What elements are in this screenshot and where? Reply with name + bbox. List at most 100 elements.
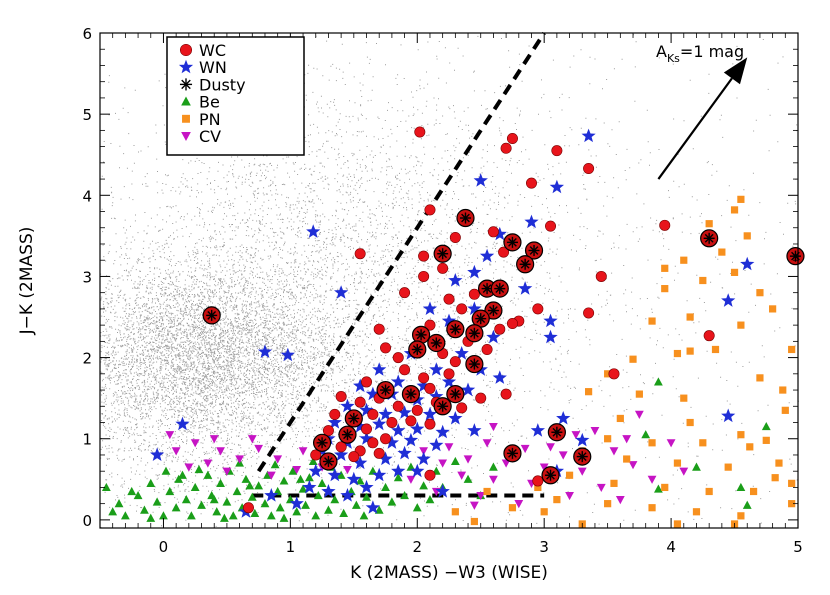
- point-dusty: [573, 447, 592, 466]
- point-wn: [410, 463, 425, 478]
- point-be: [339, 508, 349, 517]
- point-wn: [306, 224, 321, 238]
- point-wn: [353, 455, 368, 470]
- dusty-asterisk-stroke: [317, 438, 327, 448]
- point-pn: [769, 305, 777, 313]
- point-wc: [386, 417, 398, 429]
- point-be: [393, 473, 403, 482]
- point-cv: [558, 451, 568, 460]
- point-wn: [365, 500, 380, 514]
- point-be: [197, 500, 206, 509]
- dusty-asterisk-stroke: [412, 345, 422, 354]
- y-axis-ticks: 0 1 2 3 4 5 6: [82, 25, 798, 530]
- point-be: [232, 486, 242, 496]
- point-cv: [165, 431, 175, 440]
- point-be: [212, 507, 222, 516]
- point-pn: [686, 313, 694, 321]
- point-cv: [609, 447, 619, 456]
- point-dusty: [433, 397, 452, 416]
- point-wn: [460, 382, 476, 397]
- point-be: [654, 377, 663, 386]
- axes: 0 1 2 3 4 5 0 1 2 3 4 5 6 K (2MASS) −W3 (WISE) J−K …: [17, 25, 803, 583]
- point-pn: [661, 264, 669, 272]
- dusty-asterisk-stroke: [406, 389, 416, 399]
- point-be: [279, 513, 289, 522]
- point-wn: [422, 301, 438, 315]
- point-wn: [441, 374, 457, 388]
- dividing-line: [256, 31, 546, 473]
- point-pn: [737, 321, 745, 329]
- point-dusty: [503, 233, 522, 252]
- point-wn: [530, 423, 545, 437]
- dusty-asterisk-stroke: [450, 324, 460, 334]
- point-wn: [556, 411, 571, 425]
- point-dusty: [408, 340, 427, 359]
- point-dusty: [202, 306, 221, 325]
- point-pn: [534, 483, 542, 492]
- point-be: [260, 499, 270, 508]
- point-pn: [623, 455, 631, 463]
- point-cv: [590, 427, 600, 436]
- y-tick-label: 2: [82, 350, 92, 368]
- point-wn: [372, 362, 387, 376]
- reddening-vector: AKs=1 mag: [656, 42, 748, 180]
- point-pn: [553, 495, 561, 504]
- point-wn: [429, 437, 444, 452]
- point-pn: [737, 195, 745, 203]
- point-cv: [292, 465, 302, 475]
- point-dusty: [547, 423, 566, 442]
- y-tick-label: 5: [82, 106, 92, 124]
- point-wc: [322, 425, 334, 437]
- point-dusty: [541, 466, 560, 485]
- point-be: [336, 470, 346, 479]
- point-be: [736, 482, 746, 492]
- point-dusty: [490, 279, 509, 298]
- point-wc: [392, 400, 404, 412]
- point-pn: [673, 349, 682, 358]
- point-dusty: [465, 324, 484, 343]
- dusty-asterisk-stroke: [508, 237, 517, 247]
- point-be: [222, 497, 232, 506]
- point-be: [275, 503, 285, 512]
- legend-label-cv: CV: [199, 127, 221, 146]
- point-be: [761, 421, 771, 431]
- point-wc: [373, 447, 385, 459]
- point-wc: [608, 368, 620, 380]
- point-wc: [367, 437, 379, 449]
- point-cv: [216, 447, 225, 456]
- point-pn: [724, 463, 732, 471]
- point-be: [463, 474, 473, 483]
- point-pn: [746, 443, 754, 451]
- point-wc: [506, 132, 518, 144]
- point-cv: [647, 475, 657, 484]
- point-wn: [422, 406, 438, 421]
- point-pn: [540, 508, 548, 516]
- point-be: [489, 462, 498, 471]
- point-wn: [308, 463, 323, 478]
- point-pn: [788, 500, 796, 508]
- point-be: [400, 490, 409, 500]
- point-pn: [775, 459, 783, 467]
- point-wn: [302, 479, 317, 494]
- point-be: [311, 511, 321, 520]
- point-be: [355, 476, 365, 485]
- vector-label-subscript: Ks: [667, 52, 680, 65]
- point-be: [308, 456, 318, 466]
- point-cv: [419, 447, 429, 456]
- point-wc: [348, 451, 360, 463]
- point-cv: [596, 483, 606, 493]
- point-wn: [327, 415, 342, 429]
- point-wn: [479, 248, 495, 263]
- point-wn: [365, 386, 380, 401]
- point-be: [412, 503, 422, 512]
- legend-marker-pn: [182, 114, 190, 123]
- legend-item-wn: WN: [178, 58, 227, 77]
- dusty-asterisk-stroke: [324, 457, 333, 466]
- point-pn: [648, 317, 656, 325]
- dusty-asterisk-stroke: [469, 359, 479, 369]
- point-wc: [449, 231, 461, 243]
- y-tick-label: 4: [82, 187, 92, 205]
- dusty-asterisk-stroke: [529, 246, 539, 255]
- dusty-asterisk-stroke: [546, 470, 555, 480]
- point-pn: [629, 355, 637, 363]
